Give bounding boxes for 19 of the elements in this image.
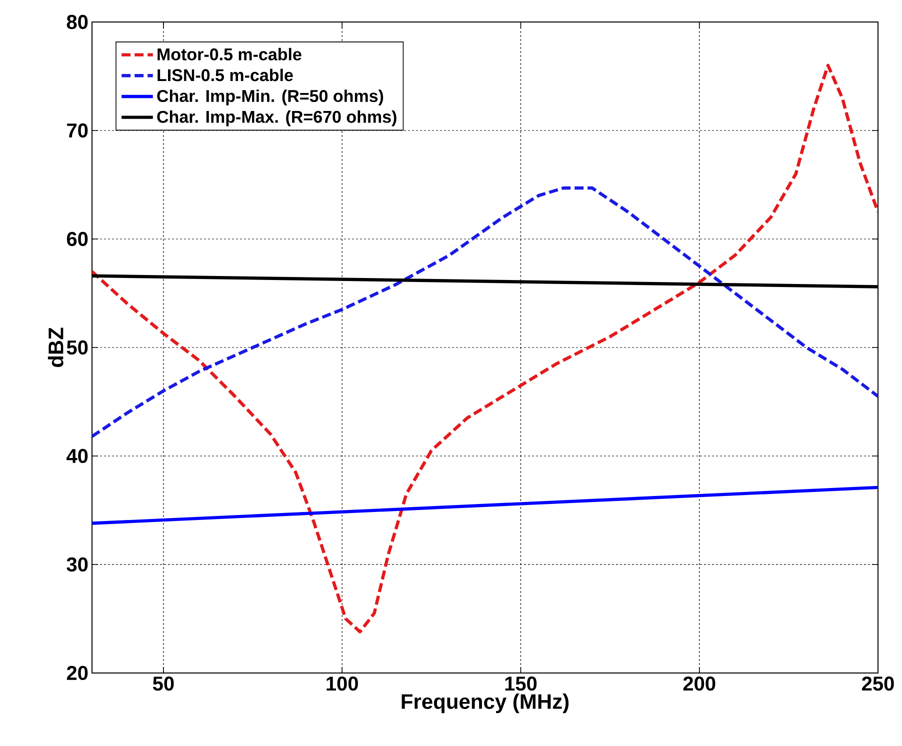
y-tick-label: 30 bbox=[66, 557, 88, 572]
y-axis-title: dBZ bbox=[48, 328, 64, 368]
y-tick-label: 40 bbox=[66, 448, 88, 464]
x-tick-label: 200 bbox=[683, 676, 716, 691]
y-tick-label: 70 bbox=[67, 123, 88, 138]
x-tick-label: 250 bbox=[862, 676, 894, 691]
y-tick-label: 80 bbox=[66, 14, 88, 30]
legend-label: LISN-0.5 m-cable bbox=[158, 68, 293, 82]
y-tick-label: 60 bbox=[66, 232, 88, 246]
legend-label: Motor-0.5 m-cable bbox=[158, 48, 302, 60]
line-series bbox=[92, 64, 878, 634]
x-tick-label: 150 bbox=[505, 676, 537, 691]
y-tick-label: 50 bbox=[66, 340, 88, 355]
x-tick-label: 100 bbox=[326, 676, 358, 691]
x-axis-title: Frequency (MHz) bbox=[402, 694, 569, 714]
y-tick-label: 20 bbox=[66, 666, 88, 680]
legend-label: Char. Imp-Min. (R=50 ohms) bbox=[157, 90, 384, 106]
legend-label: Char. Imp-Max. (R=670 ohms) bbox=[157, 110, 396, 126]
x-tick-label: 50 bbox=[152, 676, 174, 691]
